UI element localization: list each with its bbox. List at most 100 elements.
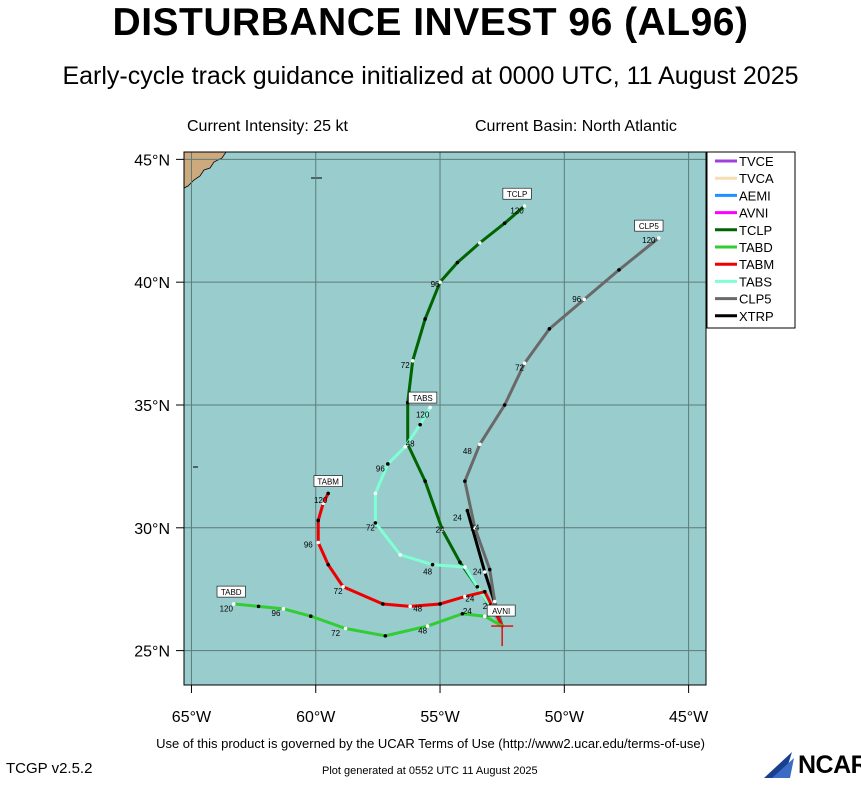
track-point-clp5	[492, 599, 497, 604]
track-point-clp5	[582, 297, 586, 302]
y-tick-label: 25°N	[134, 644, 170, 661]
ncar-logo: NCAR	[762, 748, 861, 780]
storm-position-marker	[491, 625, 514, 647]
track-point-tclp	[455, 260, 460, 265]
x-tick-label: 50°W	[545, 709, 585, 726]
track-point-tabs	[403, 444, 408, 449]
track-point-tabm	[316, 540, 321, 545]
track-clp5	[463, 236, 661, 628]
forecast-hour-label: 120	[314, 496, 328, 505]
legend-entry: XTRP	[739, 309, 774, 324]
track-point-tabs	[430, 562, 435, 567]
track-point-tabd	[460, 611, 465, 616]
track-point-clp5	[656, 236, 661, 240]
track-point-tabs	[373, 521, 378, 525]
track-point-tabd	[482, 614, 487, 619]
track-point-tabm	[321, 501, 326, 506]
track-point-tabm	[316, 518, 321, 523]
current-intensity: Current Intensity: 25 kt	[187, 118, 348, 135]
track-point-tabd	[256, 604, 261, 609]
model-tag-box	[216, 585, 246, 598]
model-tag-box	[634, 219, 664, 232]
forecast-hour-label: 24	[463, 607, 472, 616]
version-label: TCGP v2.5.2	[6, 760, 93, 777]
track-point-tabd	[425, 624, 430, 628]
track-point-clp5	[478, 442, 482, 447]
track-point-clp5	[502, 403, 507, 407]
track-point-tabm	[381, 602, 385, 606]
track-point-tabm	[326, 491, 330, 496]
track-point-tabm	[341, 584, 345, 589]
forecast-hour-label: 24	[453, 513, 462, 522]
model-tags: CLP5 TCLP TABS TABM TABD AVNI	[216, 187, 664, 617]
forecast-hour-label: 120	[220, 604, 234, 613]
forecast-hour-label: 48	[463, 447, 472, 456]
track-point-tabs	[475, 584, 480, 589]
y-tick-label: 45°N	[134, 152, 170, 169]
model-tag-avni: AVNI	[492, 607, 510, 616]
forecast-hour-label: 48	[418, 626, 427, 635]
track-point-tabd	[383, 634, 388, 638]
terms-of-use: Use of this product is governed by the U…	[156, 736, 705, 751]
model-tag-box	[408, 391, 438, 404]
model-tag-tabs: TABS	[412, 394, 432, 403]
track-point-tclp	[522, 204, 527, 208]
forecast-hour-label: 96	[572, 295, 581, 304]
track-point-tabm	[482, 589, 487, 594]
plot-generated-time: Plot generated at 0552 UTC 11 August 202…	[322, 765, 538, 777]
x-tick-label: 60°W	[296, 709, 336, 726]
legend-entry: TVCE	[739, 154, 774, 169]
track-point-clp5	[522, 361, 527, 366]
track-point-clp5	[463, 479, 467, 483]
track-point-tabm	[326, 562, 330, 567]
track-point-tabm	[438, 602, 442, 606]
track-point-clp5	[473, 526, 477, 530]
x-tick-label: 55°W	[420, 709, 460, 726]
legend-entry: AEMI	[739, 188, 771, 203]
model-tag-box	[502, 187, 532, 200]
grid-lines	[184, 152, 706, 685]
chart-title: DISTURBANCE INVEST 96 (AL96)	[112, 1, 749, 44]
legend-entry: TABM	[739, 257, 774, 272]
model-tag-tabd: TABD	[221, 588, 242, 597]
legend-entry: TVCA	[739, 171, 774, 186]
track-point-tabd	[281, 607, 286, 611]
ncar-logo-text: NCAR	[798, 751, 861, 779]
forecast-hour-label: 48	[423, 567, 432, 576]
track-point-tclp	[410, 358, 415, 363]
track-point-tclp	[440, 528, 445, 533]
track-point-clp5	[617, 268, 621, 272]
axes: 65°W 60°W 55°W 50°W 45°W 25°N 30°N 35°N 40°N 45°N	[134, 152, 709, 726]
track-point-clp5	[547, 327, 552, 331]
track-point-tabd	[308, 614, 313, 619]
legend-entry: TCLP	[739, 223, 772, 238]
forecast-hour-label: 72	[366, 523, 375, 532]
legend: TVCE TVCA AEMI AVNI TCLP TABD TABM TABS CLP5 XTRP	[706, 151, 796, 329]
x-tick-label: 45°W	[669, 709, 709, 726]
forecast-hour-label: 24	[470, 523, 479, 532]
forecast-hour-label: 48	[413, 604, 422, 613]
track-point-xtrp	[465, 508, 470, 513]
track-point-tabm	[463, 594, 467, 599]
forecast-hour-label: 24	[436, 526, 445, 535]
track-point-tclp	[438, 280, 442, 284]
track-point-tclp	[478, 241, 482, 245]
legend-entry: TABD	[739, 240, 773, 255]
track-point-tabm	[408, 604, 413, 609]
legend-entry: CLP5	[739, 292, 772, 307]
track-lines	[231, 204, 661, 638]
forecast-hour-label: 96	[272, 609, 281, 618]
track-point-tabs	[428, 405, 432, 410]
forecast-hour-label: 72	[331, 629, 340, 638]
forecast-hour-label: 120	[642, 236, 656, 245]
legend-entry: AVNI	[739, 206, 768, 221]
forecast-hour-label: 96	[304, 540, 313, 549]
track-point-tabs	[386, 462, 390, 466]
forecast-hour-label: 72	[334, 587, 343, 596]
y-tick-label: 40°N	[134, 275, 170, 292]
forecast-hour-label: 120	[510, 206, 524, 215]
model-tag-clp5: CLP5	[639, 222, 660, 231]
track-tclp	[406, 204, 527, 628]
track-tabs	[373, 405, 504, 628]
x-tick-label: 65°W	[172, 709, 212, 726]
